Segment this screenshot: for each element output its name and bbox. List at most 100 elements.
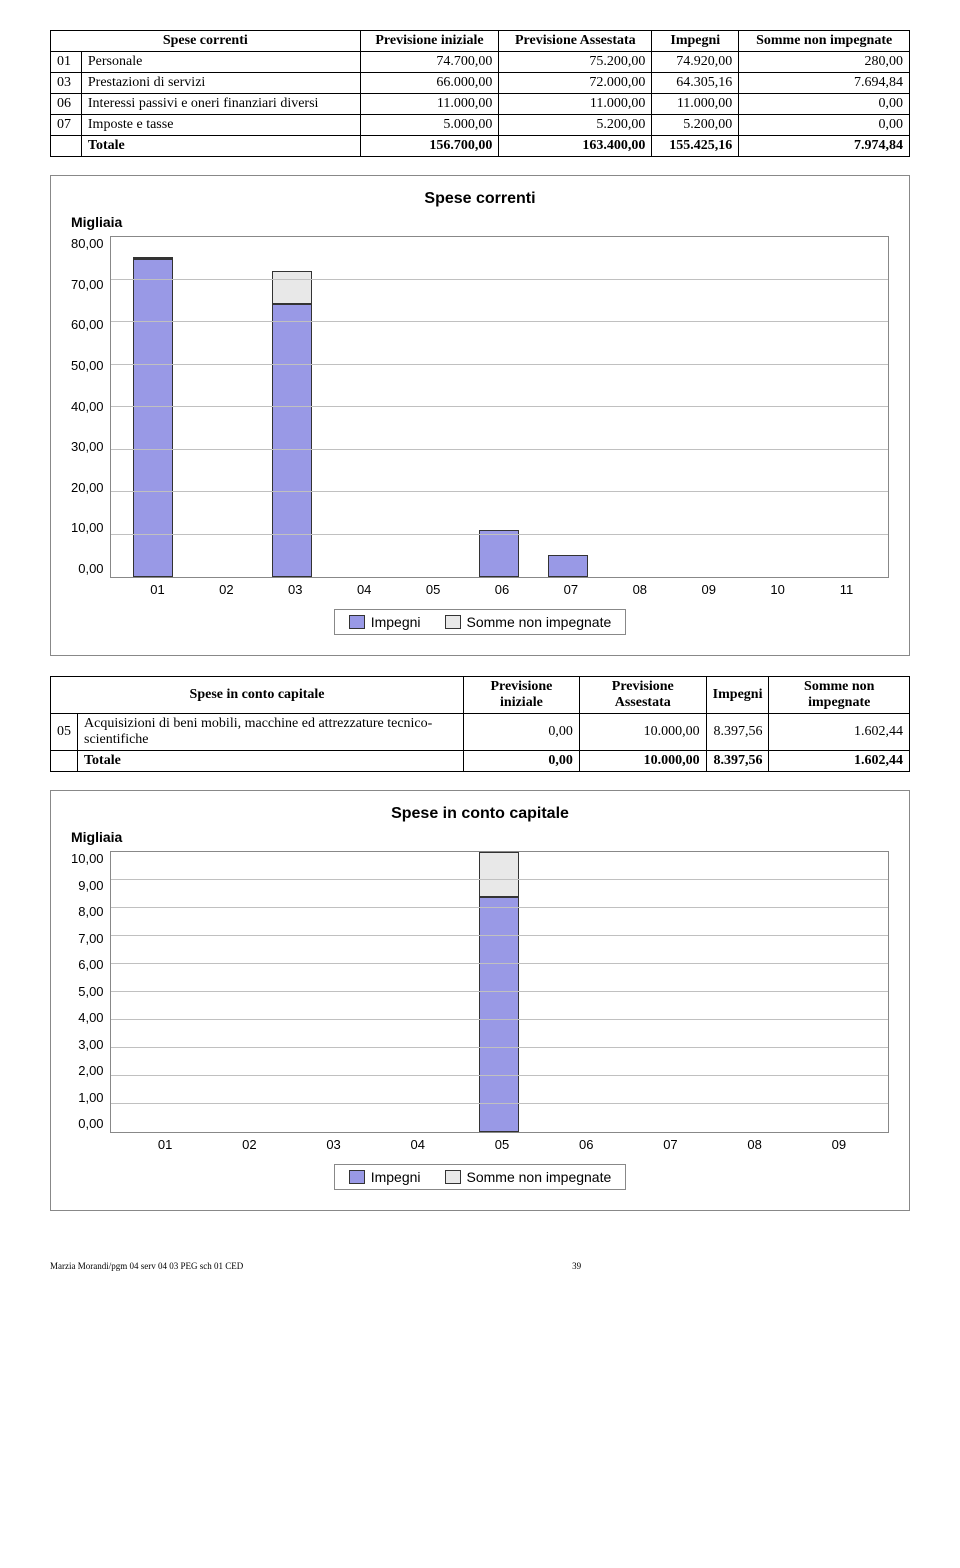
legend-item-impegni: Impegni <box>349 1169 421 1185</box>
cell-code: 07 <box>51 115 82 136</box>
gridline <box>111 406 888 407</box>
cell-num: 0,00 <box>464 751 580 772</box>
legend: Impegni Somme non impegnate <box>334 609 627 635</box>
bar-segment-impegni <box>548 555 588 577</box>
bar-stack <box>825 237 865 577</box>
chart-title: Spese in conto capitale <box>71 805 889 823</box>
cell-num: 11.000,00 <box>360 94 499 115</box>
table-row: Totale156.700,00163.400,00155.425,167.97… <box>51 136 910 157</box>
bar-slot <box>119 852 204 1132</box>
chart-title: Spese correnti <box>71 190 889 208</box>
table-header-row: Spese correnti Previsione iniziale Previ… <box>51 31 910 52</box>
y-tick-label: 40,00 <box>71 399 104 414</box>
y-tick-label: 0,00 <box>71 561 104 576</box>
y-tick-label: 10,00 <box>71 520 104 535</box>
legend-label: Somme non impegnate <box>467 614 612 630</box>
x-tick-label: 01 <box>123 582 192 597</box>
x-tick-label: 02 <box>207 1137 291 1152</box>
gridline <box>111 491 888 492</box>
bar-stack <box>141 852 181 1132</box>
bar-slot <box>672 237 741 577</box>
bar-slot <box>203 852 288 1132</box>
x-tick-label: 04 <box>330 582 399 597</box>
cell-num: 5.200,00 <box>652 115 739 136</box>
chart-spese-conto-capitale: Spese in conto capitale Migliaia 10,009,… <box>50 790 910 1211</box>
table-row: 01Personale74.700,0075.200,0074.920,0028… <box>51 52 910 73</box>
x-axis: 010203040506070809 <box>115 1133 889 1152</box>
bar-slot <box>542 852 627 1132</box>
bar-stack <box>548 237 588 577</box>
x-tick-label: 05 <box>399 582 468 597</box>
chart-spese-correnti: Spese correnti Migliaia 80,0070,0060,005… <box>50 175 910 656</box>
cell-num: 163.400,00 <box>499 136 652 157</box>
bar-stack <box>564 852 604 1132</box>
table-header-row: Spese in conto capitale Previsione inizi… <box>51 677 910 714</box>
y-tick-label: 50,00 <box>71 358 104 373</box>
cell-code: 06 <box>51 94 82 115</box>
table-spese-conto-capitale: Spese in conto capitale Previsione inizi… <box>50 676 910 772</box>
bar-segment-impegni <box>479 897 519 1132</box>
cell-num: 7.694,84 <box>739 73 910 94</box>
cell-desc: Personale <box>81 52 360 73</box>
th: Previsione Assestata <box>579 677 706 714</box>
x-tick-label: 09 <box>674 582 743 597</box>
cell-num: 5.200,00 <box>499 115 652 136</box>
bar-segment-somme <box>272 271 312 304</box>
bar-slot <box>811 237 880 577</box>
cell-num: 10.000,00 <box>579 714 706 751</box>
x-tick-label: 04 <box>376 1137 460 1152</box>
bar-stack <box>618 237 658 577</box>
x-tick-label: 06 <box>468 582 537 597</box>
bar-slot <box>395 237 464 577</box>
bar-stack <box>479 852 519 1132</box>
cell-num: 66.000,00 <box>360 73 499 94</box>
legend-label: Impegni <box>371 1169 421 1185</box>
legend-label: Somme non impegnate <box>467 1169 612 1185</box>
cell-num: 0,00 <box>739 115 910 136</box>
y-tick-label: 2,00 <box>71 1063 104 1078</box>
bar-stack <box>649 852 689 1132</box>
cell-num: 72.000,00 <box>499 73 652 94</box>
gridline <box>111 1019 888 1020</box>
bar-stack <box>225 852 265 1132</box>
gridline <box>111 279 888 280</box>
y-tick-label: 3,00 <box>71 1037 104 1052</box>
cell-num: 11.000,00 <box>499 94 652 115</box>
footer-left: Marzia Morandi/pgm 04 serv 04 03 PEG sch… <box>50 1261 243 1271</box>
cell-desc: Interessi passivi e oneri finanziari div… <box>81 94 360 115</box>
cell-code <box>51 136 82 157</box>
y-tick-label: 0,00 <box>71 1116 104 1131</box>
cell-num: 75.200,00 <box>499 52 652 73</box>
bar-stack <box>410 237 450 577</box>
x-tick-label: 08 <box>605 582 674 597</box>
cell-code <box>51 751 78 772</box>
bar-slot <box>603 237 672 577</box>
x-tick-label: 11 <box>812 582 881 597</box>
bar-slot <box>795 852 880 1132</box>
cell-num: 280,00 <box>739 52 910 73</box>
bars-container <box>111 237 888 577</box>
gridline <box>111 879 888 880</box>
y-tick-label: 60,00 <box>71 317 104 332</box>
cell-num: 1.602,44 <box>769 714 910 751</box>
gridline <box>111 364 888 365</box>
cell-desc: Acquisizioni di beni mobili, macchine ed… <box>78 714 464 751</box>
table-row: 06Interessi passivi e oneri finanziari d… <box>51 94 910 115</box>
x-tick-label: 06 <box>544 1137 628 1152</box>
th: Previsione iniziale <box>360 31 499 52</box>
x-tick-label: 07 <box>536 582 605 597</box>
bar-slot <box>188 237 257 577</box>
gridline <box>111 991 888 992</box>
bar-stack <box>687 237 727 577</box>
gridline <box>111 449 888 450</box>
th-title: Spese in conto capitale <box>51 677 464 714</box>
legend: Impegni Somme non impegnate <box>334 1164 627 1190</box>
y-axis: 80,0070,0060,0050,0040,0030,0020,0010,00… <box>71 236 110 576</box>
bar-stack <box>756 237 796 577</box>
y-tick-label: 1,00 <box>71 1090 104 1105</box>
bar-segment-impegni <box>479 530 519 577</box>
bar-stack <box>818 852 858 1132</box>
bar-stack <box>479 237 519 577</box>
x-tick-label: 08 <box>713 1137 797 1152</box>
y-tick-label: 8,00 <box>71 904 104 919</box>
